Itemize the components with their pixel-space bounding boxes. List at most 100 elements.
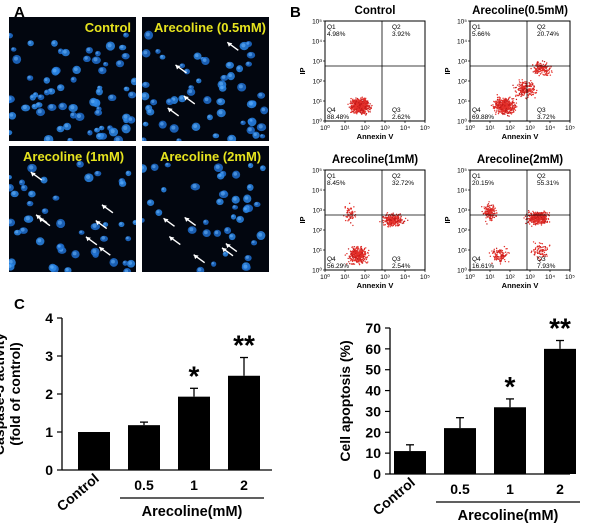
event-dot (352, 255, 354, 258)
event-dot (370, 107, 373, 110)
event-dot (504, 97, 506, 100)
bar (394, 451, 426, 474)
significance-marker: * (189, 360, 200, 391)
event-dot (543, 60, 546, 63)
event-dot (530, 80, 532, 82)
event-dot (540, 224, 543, 226)
nucleus-highlight (211, 262, 215, 265)
event-dot (496, 96, 499, 99)
event-dot (514, 106, 516, 108)
nucleus-highlight (29, 165, 34, 170)
event-dot (359, 99, 362, 101)
y-tick-label: 10¹ (458, 99, 468, 106)
nucleus-highlight (92, 248, 97, 254)
event-dot (349, 256, 351, 259)
flow-plot-frame (469, 169, 571, 271)
nucleus-highlight (73, 67, 78, 72)
event-dot (502, 253, 504, 255)
event-dot (523, 94, 525, 97)
event-dot (361, 249, 364, 251)
nucleus-highlight (233, 172, 238, 176)
event-dot (483, 206, 485, 208)
event-dot (403, 220, 406, 223)
event-dot (488, 201, 490, 203)
flow-plot: ControlQ14.98%Q23.92%Q32.62%Q488.48%10⁰1… (298, 5, 430, 141)
x-tick-label: 10⁵ (420, 125, 430, 132)
event-dot (512, 111, 514, 113)
nucleus-highlight (225, 228, 229, 232)
bar-charts-panel: 0 1 2 3 4 Caspase-3 activity (fold of control)… (0, 310, 580, 524)
event-dot (366, 256, 369, 258)
event-dot (529, 90, 532, 93)
event-dot (541, 218, 544, 220)
nucleus-highlight (217, 199, 221, 203)
event-dot (539, 247, 541, 249)
event-dot (347, 248, 350, 250)
event-dot (492, 206, 495, 208)
event-dot (509, 96, 511, 98)
event-dot (366, 100, 368, 103)
nucleus-highlight (49, 265, 54, 269)
event-dot (353, 107, 355, 110)
event-dot (348, 106, 351, 108)
apoptosis-arrow (184, 216, 197, 226)
quadrant-value-q4: 69.88% (472, 114, 494, 121)
event-dot (350, 208, 352, 210)
event-dot (358, 108, 360, 110)
nucleus-highlight (258, 92, 263, 97)
event-dot (516, 84, 519, 86)
event-dot (537, 218, 539, 220)
event-dot (491, 219, 493, 221)
nucleus-highlight (9, 113, 14, 117)
event-dot (529, 88, 531, 91)
event-dot (527, 88, 530, 90)
y-tick-label: 10³ (313, 59, 323, 66)
arrow-head (227, 42, 233, 47)
nucleus-highlight (143, 122, 147, 125)
event-dot (359, 252, 362, 255)
event-dot (543, 249, 545, 252)
event-dot (355, 246, 358, 248)
event-dot (527, 94, 530, 97)
event-dot (535, 211, 537, 214)
event-dot (500, 253, 502, 255)
event-dot (509, 108, 511, 110)
event-dot (494, 104, 497, 106)
event-dot (347, 257, 349, 260)
nucleus-highlight (92, 223, 97, 228)
event-dot (397, 222, 399, 224)
nucleus-highlight (160, 121, 164, 126)
nuclei-field (9, 160, 136, 272)
event-dot (501, 101, 504, 103)
apoptosis-arrow (168, 235, 181, 246)
x-tick-label: 10⁵ (565, 125, 575, 132)
event-dot (386, 216, 388, 219)
event-dot (486, 223, 488, 225)
nucleus-highlight (244, 196, 249, 200)
event-dot (539, 249, 541, 252)
nucleus-highlight (64, 123, 69, 128)
event-dot (508, 105, 510, 108)
event-dot (508, 112, 510, 114)
event-dot (500, 260, 502, 262)
nuclei-field (142, 162, 266, 272)
nucleus-highlight (176, 138, 180, 141)
event-dot (347, 215, 349, 217)
event-dot (506, 114, 509, 117)
event-dot (534, 222, 536, 225)
nucleus-highlight (218, 173, 222, 178)
nucleus-highlight (152, 164, 156, 169)
event-dot (544, 216, 547, 219)
event-dot (535, 219, 537, 222)
nucleus-highlight (249, 119, 253, 122)
event-dot (349, 215, 351, 217)
nucleus-highlight (237, 66, 241, 70)
nucleus-highlight (95, 110, 100, 114)
nucleus-highlight (9, 185, 11, 189)
event-dot (354, 102, 356, 105)
event-dot (397, 217, 400, 219)
nucleus-highlight (120, 45, 124, 49)
event-dot (493, 216, 496, 219)
event-dot (352, 247, 354, 250)
event-dot (356, 102, 358, 105)
